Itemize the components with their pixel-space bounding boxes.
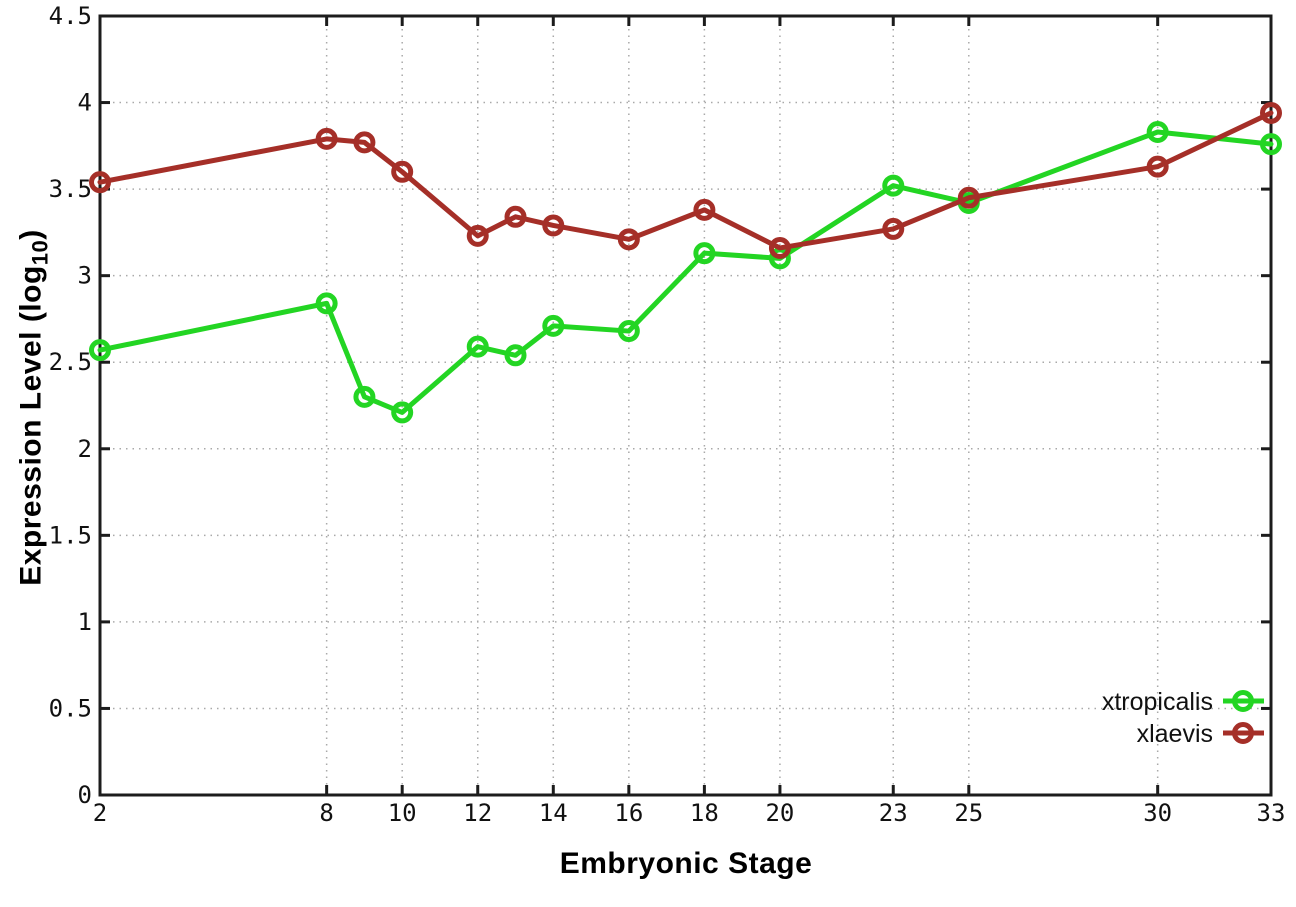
data-point-xtropicalis — [542, 314, 565, 337]
legend-label-xtropicalis: xtropicalis — [1102, 688, 1213, 716]
data-point-xlaevis — [617, 228, 640, 251]
series-line-xlaevis — [97, 110, 1274, 251]
x-tick-label: 20 — [765, 799, 794, 827]
data-point-xlaevis — [542, 214, 565, 237]
data-point-xtropicalis — [617, 320, 640, 343]
plot-border — [98, 14, 1273, 797]
x-axis-title: Embryonic Stage — [559, 847, 813, 880]
y-axis-title-subscript: 10 — [27, 239, 53, 266]
data-point-xtropicalis — [89, 339, 111, 362]
x-tick-label: 14 — [539, 799, 568, 827]
legend-marker-xlaevis — [1232, 722, 1254, 744]
data-point-xlaevis — [466, 224, 489, 247]
y-tick-label: 1.5 — [49, 521, 92, 549]
data-point-xtropicalis — [1260, 133, 1282, 156]
x-tick-label: 10 — [388, 799, 417, 827]
data-point-xtropicalis — [353, 385, 376, 408]
y-tick-label: 3 — [78, 262, 92, 290]
data-point-xlaevis — [1260, 101, 1282, 124]
x-tick-label: 23 — [879, 799, 908, 827]
data-point-xlaevis — [391, 160, 414, 183]
x-tick-label: 12 — [463, 799, 492, 827]
x-tick-label: 33 — [1257, 799, 1286, 827]
y-tick-label: 0 — [78, 781, 92, 809]
data-point-xlaevis — [353, 131, 376, 154]
data-point-xtropicalis — [504, 344, 527, 367]
data-point-xlaevis — [693, 198, 716, 221]
data-point-xtropicalis — [1146, 120, 1169, 143]
x-tick-label: 8 — [319, 799, 333, 827]
data-point-xtropicalis — [391, 401, 414, 424]
x-tick-label: 18 — [690, 799, 719, 827]
data-point-xlaevis — [957, 186, 980, 209]
x-tick-label: 2 — [93, 799, 107, 827]
data-point-xlaevis — [504, 205, 527, 228]
series-line-xtropicalis — [97, 129, 1274, 415]
data-point-xtropicalis — [882, 174, 905, 197]
x-tick-label: 16 — [614, 799, 643, 827]
data-point-xtropicalis — [466, 335, 489, 358]
y-tick-label: 0.5 — [49, 694, 92, 722]
y-tick-label: 2.5 — [49, 348, 92, 376]
y-tick-label: 2 — [78, 435, 92, 463]
y-tick-label: 4.5 — [49, 2, 92, 30]
legend-label-xlaevis: xlaevis — [1137, 720, 1213, 748]
data-point-xtropicalis — [315, 292, 338, 315]
data-point-xlaevis — [315, 127, 338, 150]
data-point-xtropicalis — [693, 242, 716, 265]
data-point-xlaevis — [1146, 155, 1169, 178]
data-point-xlaevis — [768, 236, 791, 259]
data-point-xlaevis — [882, 217, 905, 240]
y-tick-label: 3.5 — [49, 175, 92, 203]
x-tick-label: 25 — [954, 799, 983, 827]
y-axis-title-close: ) — [14, 229, 48, 240]
y-tick-label: 4 — [78, 89, 92, 117]
x-tick-label: 30 — [1143, 799, 1172, 827]
y-axis-title-text: Expression Level (log — [14, 265, 48, 586]
legend-marker-xtropicalis — [1232, 690, 1254, 712]
y-tick-label: 1 — [78, 608, 92, 636]
y-axis-title: Expression Level (log10) — [15, 108, 54, 708]
data-point-xlaevis — [89, 171, 111, 194]
